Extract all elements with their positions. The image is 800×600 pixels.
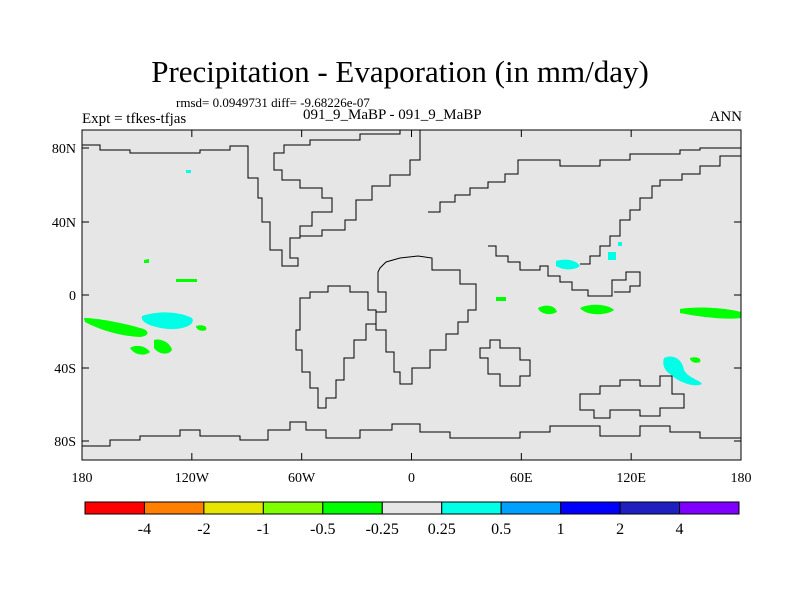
case-subtitle: 091_9_MaBP - 091_9_MaBP (303, 107, 482, 123)
experiment-label: Expt = tfkes-tfjas (82, 111, 187, 127)
coastline-south-america (295, 285, 377, 409)
colorbar-label: -0.25 (366, 521, 399, 538)
patch-green-pacific-east (680, 307, 741, 319)
colorbar-label: -4 (138, 521, 151, 538)
stats-label: rmsd= 0.0949731 diff= -9.68226e-07 (176, 95, 370, 110)
patch-cyan-s-pacific (141, 312, 193, 330)
colorbar-swatch (262, 501, 324, 515)
coastline-south-asia (488, 245, 600, 297)
coastline-se-asia (600, 271, 641, 297)
x-tick-label: 0 (408, 471, 415, 486)
coastline-antarctica (82, 421, 741, 447)
x-tick-label: 120W (175, 471, 210, 486)
x-tick-label: 180 (72, 471, 93, 486)
y-tick-label: 80S (54, 435, 76, 450)
colorbar-swatch (84, 501, 145, 515)
coastline-madagascar (479, 339, 531, 387)
patch-green-tiny-3 (496, 297, 506, 301)
patch-green-small-1 (130, 345, 150, 355)
colorbar-label: -2 (197, 521, 210, 538)
colorbar-label: 4 (676, 521, 684, 538)
patch-green-tiny-2 (176, 279, 197, 282)
coastline-east-asia (580, 155, 741, 265)
colorbar-swatch (203, 501, 264, 515)
plot-background (82, 130, 741, 460)
patch-cyan-japan (608, 252, 616, 260)
y-axis: 80N 40N 0 40S 80S (52, 142, 741, 450)
colorbar-swatch (679, 501, 740, 515)
colorbar-swatch (619, 501, 681, 515)
patch-green-s-pacific (84, 318, 148, 337)
colorbar-swatch (500, 501, 562, 515)
colorbar-label: 0.25 (428, 521, 456, 538)
y-tick-label: 40S (54, 362, 76, 377)
y-tick-label: 0 (69, 289, 76, 304)
x-tick-label: 60W (288, 471, 316, 486)
colorbar-swatch (441, 501, 502, 515)
x-tick-label: 180 (731, 471, 752, 486)
patch-green-small-2 (154, 339, 172, 354)
coastline-north-america (82, 130, 401, 267)
map-title: Precipitation - Evaporation (in mm/day) (151, 54, 649, 89)
patch-green-tiny-1 (144, 259, 149, 263)
anomaly-patches (84, 170, 741, 386)
colorbar-label: -1 (257, 521, 270, 538)
colorbar-label: -0.5 (310, 521, 335, 538)
x-axis: 180 120W 60W 0 60E 120E 180 (72, 130, 752, 486)
colorbar-swatch (560, 501, 621, 515)
colorbar: -4 -2 -1 -0.5 -0.25 0.25 0.5 1 2 4 (84, 501, 740, 538)
patch-green-nz (690, 357, 701, 363)
patch-green-small-3 (196, 325, 207, 331)
season-label: ANN (709, 109, 743, 125)
coastline-greenland (300, 129, 421, 237)
x-tick-label: 120E (616, 471, 646, 486)
patch-cyan-arctic (186, 170, 191, 173)
patch-cyan-tiny-1 (618, 242, 622, 246)
colorbar-label: 0.5 (491, 521, 511, 538)
colorbar-swatch (381, 501, 443, 515)
y-tick-label: 40N (52, 216, 76, 231)
patch-cyan-nz (663, 356, 702, 386)
coastline-australia (579, 375, 685, 419)
x-tick-label: 60E (510, 471, 533, 486)
colorbar-label: 2 (616, 521, 624, 538)
patch-green-indian-2 (580, 304, 614, 315)
patch-cyan-nw-pacific (556, 259, 580, 270)
coastlines (82, 129, 741, 447)
colorbar-swatch (143, 501, 205, 515)
coastline-eurasia (428, 147, 741, 213)
y-tick-label: 80N (52, 142, 76, 157)
colorbar-label: 1 (557, 521, 565, 538)
patch-green-indian-1 (538, 305, 557, 315)
colorbar-swatch (322, 501, 383, 515)
